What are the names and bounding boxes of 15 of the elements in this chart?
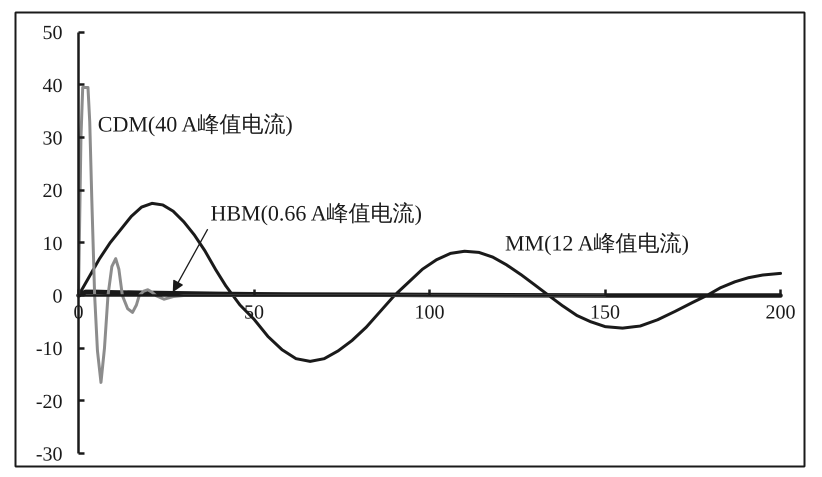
text: HBM(0.66 A峰值电流) — [210, 200, 422, 226]
y-tick-label: 0 — [52, 286, 62, 308]
y-tick-label: 40 — [42, 74, 62, 97]
x-tick-label: 200 — [766, 302, 796, 324]
x-tick-label: 100 — [414, 302, 444, 324]
series-label: MM(12 A峰值电流) — [504, 230, 689, 256]
y-tick-label: -20 — [36, 390, 63, 413]
y-tick-label: 20 — [42, 180, 62, 202]
y-tick-label: 10 — [42, 232, 62, 255]
x-tick-label: 150 — [590, 302, 620, 324]
y-tick-label: 50 — [42, 22, 62, 44]
series-label: CDM(40 A峰值电流) — [98, 111, 293, 136]
y-tick-label: -10 — [36, 338, 63, 360]
y-tick-label: 30 — [42, 128, 62, 150]
y-tick-label: -30 — [36, 444, 63, 466]
